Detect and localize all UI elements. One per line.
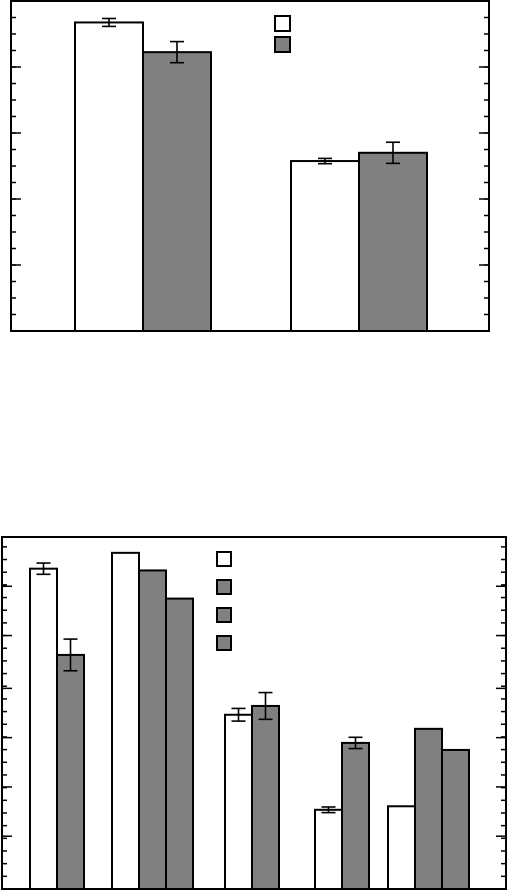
bar	[74, 21, 144, 332]
bar	[387, 805, 416, 891]
bar	[341, 741, 370, 890]
bar	[251, 704, 280, 891]
plot-frame	[10, 0, 490, 332]
bar	[111, 551, 140, 891]
bar	[165, 597, 194, 890]
bar	[29, 567, 58, 890]
bar	[358, 151, 428, 332]
legend-swatch	[274, 15, 291, 32]
bar	[290, 160, 360, 332]
plot-frame	[1, 536, 507, 890]
chart-panel-top	[10, 0, 490, 333]
bar	[142, 51, 212, 333]
bar	[224, 713, 253, 891]
legend-swatch	[216, 635, 232, 651]
legend-swatch	[274, 36, 291, 53]
legend-swatch	[216, 607, 232, 623]
bar	[314, 808, 343, 890]
bar	[441, 748, 470, 891]
bar	[414, 727, 443, 891]
chart-panel-bottom	[1, 536, 507, 891]
legend-swatch	[216, 579, 232, 595]
legend-swatch	[216, 551, 232, 567]
bar	[56, 653, 85, 890]
bar	[138, 569, 167, 890]
